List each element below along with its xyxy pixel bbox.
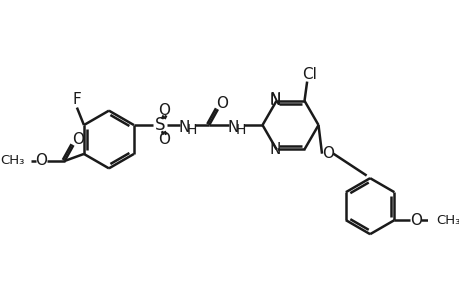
Text: CH₃: CH₃ <box>0 154 24 167</box>
Text: H: H <box>186 123 196 137</box>
Text: O: O <box>409 213 421 228</box>
Text: N: N <box>269 92 281 107</box>
Text: S: S <box>155 116 165 134</box>
Text: O: O <box>158 132 170 147</box>
Text: O: O <box>216 96 228 111</box>
Text: O: O <box>321 146 333 161</box>
Text: N: N <box>269 142 280 157</box>
Text: F: F <box>73 92 81 107</box>
Text: Cl: Cl <box>302 67 317 82</box>
Text: O: O <box>158 103 170 118</box>
Text: N: N <box>228 120 239 135</box>
Text: N: N <box>179 120 190 135</box>
Text: CH₃: CH₃ <box>436 214 459 227</box>
Text: N: N <box>269 93 280 108</box>
Text: O: O <box>35 153 47 168</box>
Text: O: O <box>72 132 84 147</box>
Text: H: H <box>235 123 245 137</box>
